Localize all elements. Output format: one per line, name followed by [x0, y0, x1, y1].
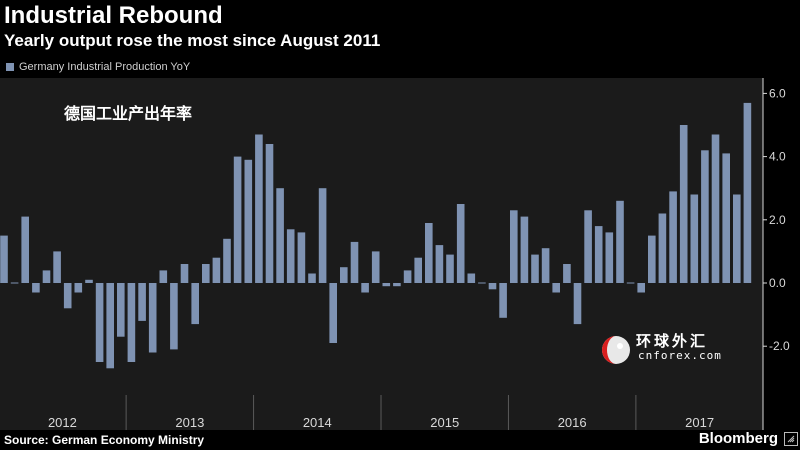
bar	[223, 238, 231, 283]
bar	[393, 283, 401, 287]
bar	[255, 134, 263, 283]
bar	[95, 283, 104, 362]
bar	[626, 282, 635, 284]
legend-label: Germany Industrial Production YoY	[19, 61, 191, 73]
bar	[308, 273, 316, 283]
bar	[669, 191, 677, 283]
bar	[85, 279, 93, 283]
bar	[679, 125, 688, 283]
bar	[74, 283, 83, 293]
bar	[180, 264, 189, 283]
bar	[488, 283, 497, 290]
bar	[10, 282, 19, 284]
bar	[244, 159, 253, 283]
y-tick-label: 6.0	[769, 86, 786, 100]
x-tick-label: 2015	[430, 415, 459, 430]
bar	[510, 210, 518, 283]
bar	[594, 226, 603, 283]
bar	[361, 283, 369, 293]
bar	[159, 270, 168, 283]
bar	[690, 194, 699, 283]
bar	[722, 153, 730, 283]
bar	[286, 229, 295, 283]
bar	[318, 188, 327, 283]
bar	[148, 283, 157, 353]
y-tick-label: 0.0	[769, 276, 786, 290]
bar	[276, 188, 284, 283]
bar	[616, 200, 624, 283]
bar	[202, 264, 210, 283]
bar	[403, 270, 412, 283]
bar	[456, 204, 465, 283]
bar	[467, 273, 476, 283]
brand-logo: Bloomberg	[698, 430, 778, 447]
bar	[573, 283, 582, 325]
bar	[414, 257, 422, 283]
bar	[340, 267, 348, 283]
chart-subtitle: Yearly output rose the most since August…	[4, 31, 381, 50]
bar	[0, 235, 8, 283]
bar	[106, 283, 114, 369]
bar	[520, 216, 529, 283]
y-tick-label: 4.0	[769, 150, 786, 164]
bar	[701, 150, 709, 283]
bar	[297, 232, 306, 283]
bar	[648, 235, 656, 283]
bar	[191, 283, 199, 325]
plot-area	[0, 78, 763, 430]
x-tick-label: 2014	[303, 415, 332, 430]
bar	[435, 245, 444, 283]
bar	[531, 254, 539, 283]
legend-swatch	[6, 63, 14, 71]
x-tick-label: 2017	[685, 415, 714, 430]
chart-annotation: 德国工业产出年率	[64, 104, 193, 123]
bar	[446, 254, 454, 283]
bar	[552, 283, 560, 293]
bar	[265, 144, 274, 283]
bar	[605, 232, 614, 283]
bar	[711, 134, 720, 283]
bar	[42, 270, 51, 283]
bar	[382, 283, 391, 287]
bar	[117, 283, 125, 337]
bar	[584, 210, 592, 283]
bar	[63, 283, 72, 309]
x-tick-label: 2012	[48, 415, 77, 430]
bar	[425, 223, 433, 283]
bar	[21, 216, 29, 283]
bar	[563, 264, 571, 283]
source-note: Source: German Economy Ministry	[4, 433, 205, 447]
bar	[371, 251, 380, 283]
bar	[138, 283, 146, 321]
watermark-globe-icon	[602, 336, 630, 364]
watermark-logo: 环球外汇 cnforex.com	[598, 330, 728, 370]
legend: Germany Industrial Production YoY	[6, 61, 190, 73]
bar	[541, 248, 550, 283]
bar	[212, 257, 221, 283]
bar	[658, 213, 667, 283]
bar	[743, 102, 752, 284]
bar	[478, 282, 486, 284]
watermark-url: cnforex.com	[638, 349, 722, 362]
bar	[637, 283, 645, 293]
bar	[127, 283, 136, 362]
watermark-chinese: 环球外汇	[636, 332, 709, 350]
bar	[32, 283, 40, 293]
bar	[733, 194, 741, 283]
x-tick-label: 2016	[558, 415, 587, 430]
bar	[170, 283, 178, 350]
resize-corner-icon	[784, 432, 798, 446]
x-tick-label: 2013	[175, 415, 204, 430]
bar	[233, 156, 242, 283]
y-tick-label: 2.0	[769, 213, 786, 227]
y-tick-label: -2.0	[769, 339, 790, 353]
bar	[329, 283, 337, 343]
bar	[53, 251, 61, 283]
bar	[350, 241, 359, 283]
chart-title: Industrial Rebound	[4, 2, 223, 29]
bar	[499, 283, 507, 318]
